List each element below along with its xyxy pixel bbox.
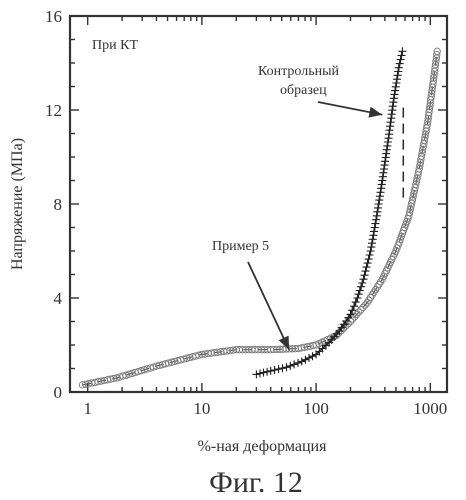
- series-control-point: [384, 138, 392, 146]
- series-control-point: [367, 243, 375, 251]
- series-control-point: [386, 126, 394, 134]
- series-control-point: [348, 306, 356, 314]
- series-control-point: [376, 192, 384, 200]
- series-control-point: [364, 259, 372, 267]
- annotation-example5-arrow-shaft: [248, 262, 289, 350]
- series-control-point: [357, 283, 365, 291]
- series-control-point: [350, 302, 358, 310]
- series-control-point: [394, 68, 402, 76]
- series-control-point: [372, 216, 380, 224]
- annotation-control-line2: образец: [280, 83, 327, 98]
- series-control-point: [294, 359, 302, 367]
- series-control-point: [379, 169, 387, 177]
- axis-ticks: 1 10 100 1000 0 4 8 12 16: [45, 7, 447, 418]
- y-axis-label: Напряжение (МПа): [9, 138, 26, 270]
- series-control-point: [383, 142, 391, 150]
- series-control-point: [374, 204, 382, 212]
- series-control-point: [382, 150, 390, 158]
- series-control-point: [369, 231, 377, 239]
- series-control-point: [387, 118, 395, 126]
- series-control-point: [381, 157, 389, 165]
- series-control-point: [305, 354, 313, 362]
- series-control-point: [377, 184, 385, 192]
- series-control-point: [381, 161, 389, 169]
- x-tick-label: 100: [303, 399, 329, 418]
- annotation-control-line1: Контрольный: [258, 64, 340, 79]
- annotation-example5: Пример 5: [212, 239, 269, 254]
- series-control-point: [396, 60, 404, 68]
- series-control-point: [361, 271, 369, 279]
- series-control-point: [375, 200, 383, 208]
- series-control-point: [263, 368, 271, 376]
- series-control-point: [373, 208, 381, 216]
- series-control-point: [378, 180, 386, 188]
- series-control-point: [279, 364, 287, 372]
- series-control-point: [371, 224, 379, 232]
- series-control-point: [267, 367, 275, 375]
- series-control-point: [395, 64, 403, 72]
- series-control-point: [367, 247, 375, 255]
- series-control-point: [369, 235, 377, 243]
- series-control-point: [398, 51, 406, 59]
- x-tick-label: 1: [83, 399, 92, 418]
- series-control-point: [298, 357, 306, 365]
- series-control-point: [365, 255, 373, 263]
- series-control-point: [301, 356, 309, 364]
- series-control-point: [362, 267, 370, 275]
- x-tick-label: 10: [193, 399, 210, 418]
- series-control-point: [393, 75, 401, 83]
- series-control-point: [392, 79, 400, 87]
- series-control-point: [388, 110, 396, 118]
- series-control-point: [391, 90, 399, 98]
- series-control-point: [275, 365, 283, 373]
- series-control-point: [378, 177, 386, 185]
- x-axis-label: %-ная деформация: [198, 438, 327, 455]
- series-control-point: [373, 212, 381, 220]
- series-control-point: [389, 102, 397, 110]
- series-control: [252, 47, 406, 378]
- series-control-point: [370, 227, 378, 235]
- annotation-control-arrow-head: [369, 107, 383, 118]
- series-control-point: [397, 56, 405, 64]
- y-tick-label: 0: [54, 383, 63, 402]
- series-control-point: [286, 362, 294, 370]
- series-control-point: [358, 279, 366, 287]
- series-control-point: [309, 352, 317, 360]
- series-example5-line: [83, 51, 438, 385]
- series-control-point: [290, 360, 298, 368]
- series-control-point: [252, 370, 260, 378]
- figure-caption: Фиг. 12: [209, 466, 303, 499]
- y-tick-label: 16: [45, 7, 62, 26]
- panel-label: При КТ: [92, 38, 138, 53]
- series-control-point: [391, 87, 399, 95]
- series-control-point: [394, 71, 402, 79]
- y-tick-label: 12: [45, 101, 62, 120]
- series-layer: [79, 47, 440, 388]
- series-control-point: [355, 290, 363, 298]
- series-control-point: [392, 83, 400, 91]
- series-control-point: [271, 366, 279, 374]
- annotations: При КТ Контрольный образец Пример 5: [92, 38, 382, 350]
- series-control-point: [377, 188, 385, 196]
- y-tick-label: 4: [54, 289, 63, 308]
- series-control-point: [283, 363, 291, 371]
- series-control-point: [371, 220, 379, 228]
- series-control-point: [363, 263, 371, 271]
- series-control-point: [256, 370, 264, 378]
- series-control-point: [352, 298, 360, 306]
- x-tick-label: 1000: [413, 399, 447, 418]
- y-tick-label: 8: [54, 195, 63, 214]
- series-control-point: [360, 275, 368, 283]
- series-control-point: [260, 369, 268, 377]
- series-control-point: [375, 196, 383, 204]
- series-example5: [79, 48, 440, 388]
- series-control-point: [366, 251, 374, 259]
- series-control-point: [368, 239, 376, 247]
- series-control-point: [353, 294, 361, 302]
- series-control-point: [356, 287, 364, 295]
- series-control-point: [390, 94, 398, 102]
- series-control-point: [398, 47, 406, 55]
